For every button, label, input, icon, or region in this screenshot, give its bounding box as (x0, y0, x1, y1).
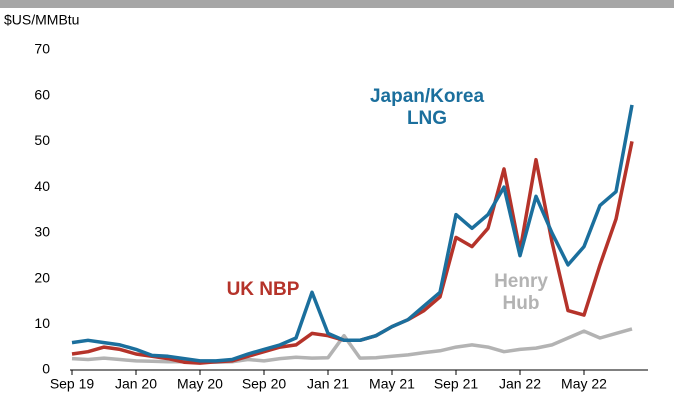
x-tick-label: Jan 21 (307, 376, 349, 392)
series-label: Japan/Korea LNG (369, 86, 485, 129)
series-label: Henry Hub (494, 271, 548, 314)
series-line (71, 141, 634, 365)
top-bar (0, 0, 674, 8)
y-tick-label: 20 (34, 269, 50, 285)
y-tick-label: 50 (34, 132, 50, 148)
series-line (71, 104, 634, 363)
x-tick-label: May 21 (369, 376, 415, 392)
y-tick-label: 10 (34, 315, 50, 331)
y-axis-label: $US/MMBtu (4, 12, 79, 28)
x-tick-label: Jan 20 (115, 376, 157, 392)
series-label: UK NBP (226, 279, 300, 300)
x-tick-label: Sep 19 (50, 376, 95, 392)
x-tick-label: Sep 21 (434, 376, 479, 392)
y-tick-label: 40 (34, 178, 50, 194)
x-tick-label: May 20 (177, 376, 223, 392)
x-tick-label: Sep 20 (242, 376, 287, 392)
x-tick-label: May 22 (561, 376, 607, 392)
y-tick-label: 0 (42, 361, 50, 377)
y-tick-label: 60 (34, 86, 50, 102)
y-tick-label: 70 (34, 41, 50, 57)
series-line (71, 327, 633, 364)
y-tick-label: 30 (34, 224, 50, 240)
x-tick-label: Jan 22 (499, 376, 541, 392)
